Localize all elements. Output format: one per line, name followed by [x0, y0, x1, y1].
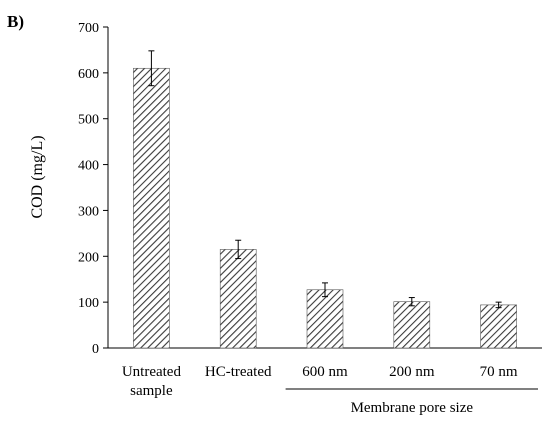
category-label: HC-treated [205, 364, 272, 380]
category-label-line: 70 nm [480, 364, 518, 380]
bars [133, 50, 517, 349]
y-tick-label: 700 [78, 21, 99, 36]
category-labels: Untreated sample HC-treated 600 nm 200 nm 70 … [122, 364, 518, 399]
bar [306, 289, 344, 349]
y-tick-label: 600 [78, 67, 99, 82]
category-label-line: Untreated [122, 364, 182, 380]
category-label-line: HC-treated [205, 364, 272, 380]
category-label-line: sample [130, 383, 173, 399]
group-annotation: Membrane pore size [285, 388, 538, 416]
category-label: Untreated sample [122, 364, 182, 399]
y-tick-label: 200 [78, 250, 99, 265]
bar [133, 67, 170, 349]
y-tick-label: 500 [78, 113, 99, 128]
bar [480, 304, 517, 349]
panel-label: B) [7, 12, 24, 31]
y-tick-label: 0 [92, 342, 99, 357]
category-label: 600 nm [302, 364, 348, 380]
group-label: Membrane pore size [351, 400, 474, 416]
y-axis-title: COD (mg/L) [29, 135, 46, 218]
category-label: 70 nm [480, 364, 518, 380]
bar [219, 249, 257, 349]
y-tick-label: 400 [78, 159, 99, 174]
category-label-line: 200 nm [389, 364, 435, 380]
y-tick-label: 300 [78, 204, 99, 219]
y-tick-label: 100 [78, 296, 99, 311]
category-label: 200 nm [389, 364, 435, 380]
category-label-line: 600 nm [302, 364, 348, 380]
bar [393, 301, 431, 349]
axes: 0 100 200 300 400 500 600 700 [78, 21, 542, 357]
